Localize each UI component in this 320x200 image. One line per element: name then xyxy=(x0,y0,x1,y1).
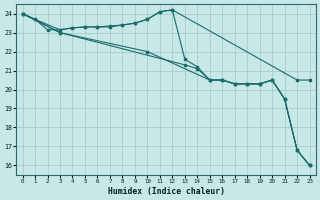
X-axis label: Humidex (Indice chaleur): Humidex (Indice chaleur) xyxy=(108,187,225,196)
